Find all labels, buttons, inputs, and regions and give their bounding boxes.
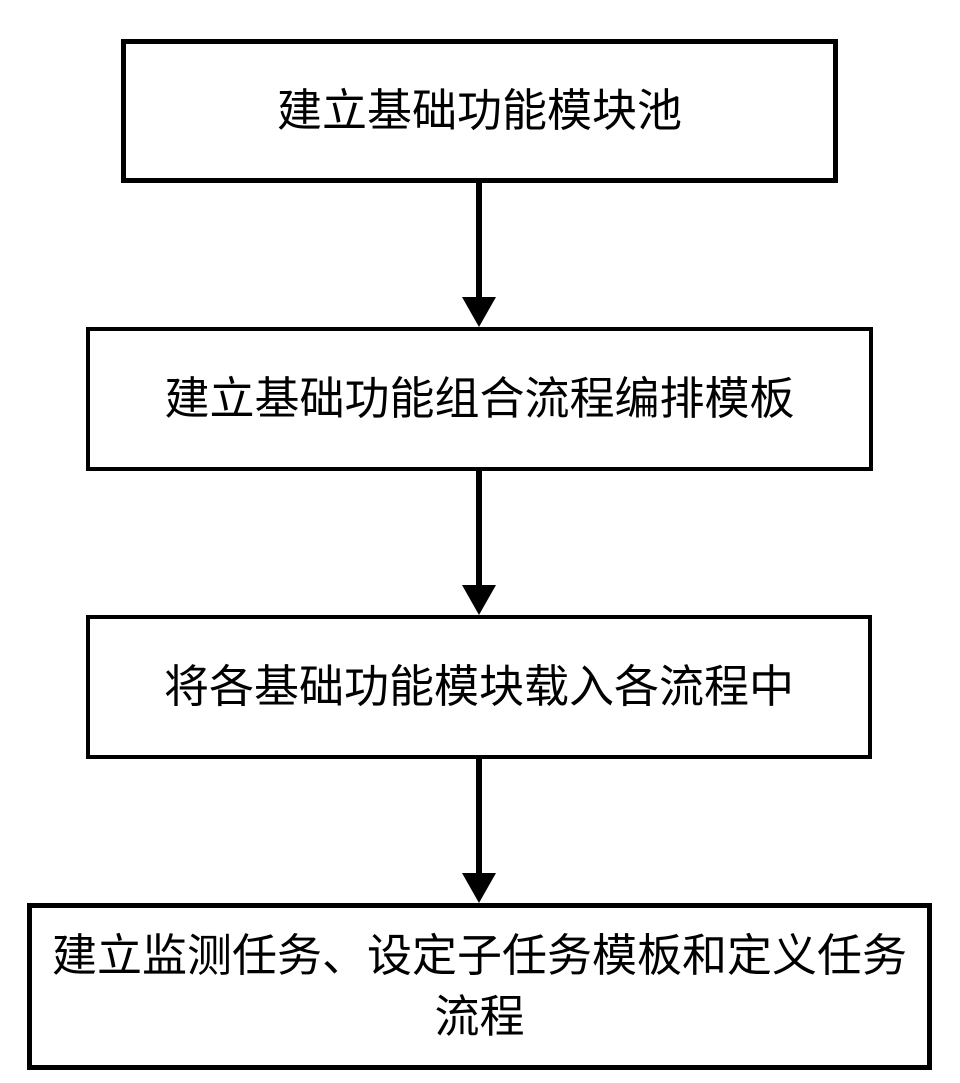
flow-arrow xyxy=(460,471,498,615)
flow-node: 建立基础功能模块池 xyxy=(121,39,838,183)
flow-arrow xyxy=(460,183,498,327)
flow-node-label: 建立监测任务、设定子任务模板和定义任务流程 xyxy=(42,926,917,1048)
flowchart-canvas: 建立基础功能模块池 建立基础功能组合流程编排模板 将各基础功能模块载入各流程中 … xyxy=(0,0,960,1083)
flow-arrow xyxy=(460,759,498,903)
flow-node: 将各基础功能模块载入各流程中 xyxy=(86,615,872,759)
flow-node: 建立监测任务、设定子任务模板和定义任务流程 xyxy=(27,903,932,1070)
flow-node-label: 建立基础功能模块池 xyxy=(277,81,682,142)
flow-node-label: 将各基础功能模块载入各流程中 xyxy=(164,657,794,718)
flow-node-label: 建立基础功能组合流程编排模板 xyxy=(164,369,794,430)
flow-node: 建立基础功能组合流程编排模板 xyxy=(86,327,873,471)
